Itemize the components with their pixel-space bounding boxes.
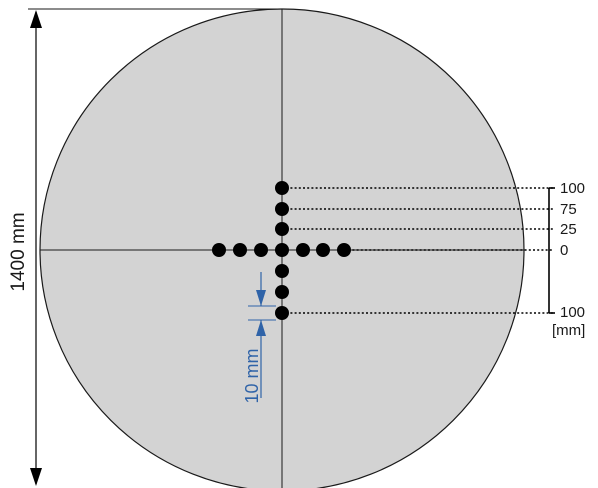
sampling-point	[233, 243, 247, 257]
spacing-dimension	[248, 272, 276, 398]
sampling-points	[212, 181, 351, 320]
depth-label-0: 0	[560, 242, 568, 259]
depth-scale	[548, 187, 555, 314]
sampling-point	[275, 202, 289, 216]
sampling-point	[275, 243, 289, 257]
depth-label-25: 25	[560, 221, 577, 238]
sampling-point	[296, 243, 310, 257]
sampling-point	[275, 264, 289, 278]
unit-label: [mm]	[552, 322, 585, 339]
sampling-point	[254, 243, 268, 257]
sampling-point	[275, 181, 289, 195]
depth-label-100-bottom: 100	[560, 304, 585, 321]
sampling-point	[275, 222, 289, 236]
sampling-point	[337, 243, 351, 257]
spacing-label: 10 mm	[242, 348, 262, 403]
depth-label-100-top: 100	[560, 180, 585, 197]
spacing-arrow-bottom	[256, 320, 266, 336]
diameter-label: 1400 mm	[8, 212, 29, 291]
depth-label-75: 75	[560, 201, 577, 218]
spacing-arrow-top	[256, 290, 266, 306]
diameter-arrow-top	[30, 10, 42, 28]
sampling-point	[275, 306, 289, 320]
diameter-arrow-bottom	[30, 468, 42, 486]
sampling-point	[275, 285, 289, 299]
leader-lines	[282, 187, 553, 314]
sampling-point	[316, 243, 330, 257]
sampling-point	[212, 243, 226, 257]
